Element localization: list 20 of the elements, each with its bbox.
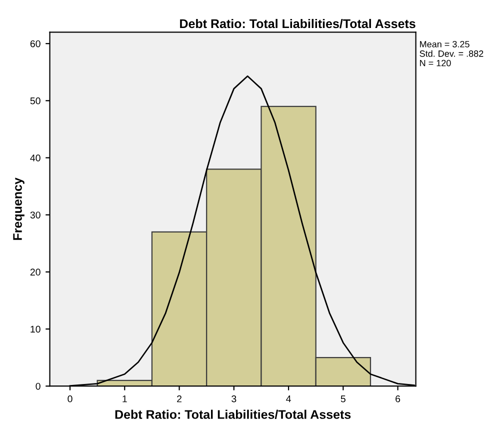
text: N = 120	[420, 60, 451, 66]
x-tick-label: 2	[177, 395, 182, 402]
x-tick-label: 3	[232, 395, 236, 402]
x-axis-title: Debt Ratio: Total Liabilities/Total Assets	[115, 410, 351, 420]
x-tick-label: 4	[286, 395, 291, 402]
x-tick-label: 5	[340, 395, 346, 402]
y-tick-label: 40	[30, 154, 40, 162]
y-tick-label: 0	[36, 382, 40, 390]
chart-title: Debt Ratio: Total Liabilities/Total Assets	[180, 18, 416, 28]
y-tick-label: 10	[30, 326, 40, 333]
text: Std. Dev. = .882	[420, 50, 484, 57]
y-axis-title: Frequency	[13, 178, 24, 240]
y-tick-label: 30	[30, 212, 40, 218]
y-tick-label: 50	[30, 97, 40, 104]
y-tick-label: 60	[30, 40, 40, 48]
text: Mean = 3.25	[420, 40, 470, 48]
x-tick-label: 6	[396, 395, 400, 402]
x-tick-label: 0	[68, 395, 72, 402]
x-tick-label: 1	[122, 395, 127, 402]
y-tick-label: 20	[30, 268, 40, 276]
